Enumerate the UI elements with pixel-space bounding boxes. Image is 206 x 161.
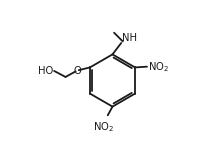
Text: NO$_2$: NO$_2$ [148,60,169,74]
Text: HO: HO [38,66,53,76]
Text: NH: NH [122,33,137,43]
Text: NO$_2$: NO$_2$ [93,120,114,134]
Text: O: O [73,66,81,76]
